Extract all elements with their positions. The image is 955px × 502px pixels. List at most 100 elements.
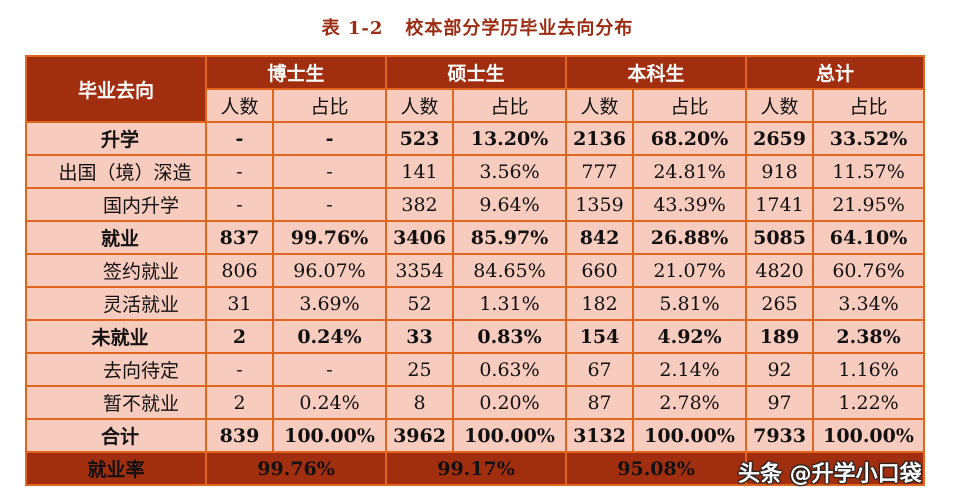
cell-ratio: - (271, 154, 388, 189)
cell-count: 3354 (385, 253, 455, 288)
subheader-count: 人数 (745, 88, 815, 123)
cell-count: - (205, 187, 274, 222)
cell-count: 382 (385, 187, 455, 222)
cell-count: 842 (565, 220, 635, 255)
cell-count: 92 (745, 352, 815, 387)
table-row: 签约就业 806 96.07% 3354 84.65% 660 21.07% 4820 60.7… (25, 253, 926, 288)
cell-count: 2136 (565, 121, 635, 156)
cell-count: 31 (205, 286, 274, 321)
row-label: 合计 (25, 418, 207, 453)
row-label: 灵活就业 (25, 286, 207, 321)
cell-ratio: 43.39% (632, 187, 748, 222)
header-total: 总计 (745, 55, 926, 90)
employment-rate-label: 就业率 (25, 451, 207, 486)
cell-count: 918 (745, 154, 815, 189)
cell-ratio: 60.76% (812, 253, 926, 288)
subheader-count: 人数 (205, 88, 274, 123)
table-row: 去向待定 - -25 0.63% 67 2.14% 92 1.16% (25, 352, 926, 387)
cell-count: 806 (205, 253, 274, 288)
row-label: 国内升学 (25, 187, 207, 222)
cell-count: - (205, 154, 274, 189)
cell-ratio: 2.78% (632, 385, 748, 420)
subheader-ratio: 占比 (812, 88, 926, 123)
cell-ratio: 33.52% (812, 121, 926, 156)
cell-ratio: 99.76% (271, 220, 388, 255)
subheader-count: 人数 (565, 88, 635, 123)
table-row: 出国（境）深造 - -141 3.56% 777 24.81% 918 11.57% (25, 154, 926, 189)
cell-count: 2 (205, 319, 274, 354)
cell-count: 2 (205, 385, 274, 420)
row-label: 就业 (25, 220, 207, 255)
table-title: 校本部分学历毕业去向分布 (405, 18, 634, 39)
table-row: 合计 839 100.00% 3962 100.00% 3132 100.00% 7933 10… (25, 418, 926, 453)
cell-count: 182 (565, 286, 635, 321)
cell-ratio: 100.00% (812, 418, 926, 453)
cell-ratio: 13.20% (452, 121, 568, 156)
cell-ratio: 24.81% (632, 154, 748, 189)
cell-ratio: - (271, 121, 388, 156)
cell-count: 87 (565, 385, 635, 420)
cell-count: 33 (385, 319, 455, 354)
cell-count: 265 (745, 286, 815, 321)
row-label: 出国（境）深造 (25, 154, 207, 189)
cell-ratio: 2.38% (812, 319, 926, 354)
cell-ratio: 2.14% (632, 352, 748, 387)
employment-rate-master: 99.17% (385, 451, 568, 486)
employment-rate-undergrad: 95.08% (565, 451, 748, 486)
cell-count: 4820 (745, 253, 815, 288)
cell-ratio: 3.34% (812, 286, 926, 321)
cell-count: 154 (565, 319, 635, 354)
employment-rate-phd: 99.76% (204, 451, 388, 486)
table-row: 国内升学 - -382 9.64% 1359 43.39% 1741 21.95% (25, 187, 926, 222)
cell-count: 189 (745, 319, 815, 354)
cell-ratio: 21.07% (632, 253, 748, 288)
cell-ratio: 0.83% (452, 319, 568, 354)
header-phd: 博士生 (204, 55, 388, 90)
cell-count: 3132 (565, 418, 635, 453)
row-label: 签约就业 (25, 253, 207, 288)
cell-ratio: 3.56% (452, 154, 568, 189)
cell-count: 837 (205, 220, 274, 255)
cell-ratio: - (271, 352, 388, 387)
cell-ratio: 0.24% (271, 319, 388, 354)
cell-ratio: 100.00% (632, 418, 748, 453)
cell-count: 2659 (745, 121, 815, 156)
cell-ratio: 0.20% (452, 385, 568, 420)
cell-count: 25 (385, 352, 455, 387)
cell-count: 67 (565, 352, 635, 387)
cell-count: 839 (205, 418, 274, 453)
subheader-ratio: 占比 (271, 88, 388, 123)
cell-count: 777 (565, 154, 635, 189)
row-label: 暂不就业 (25, 385, 207, 420)
cell-ratio: 68.20% (632, 121, 748, 156)
cell-count: 523 (385, 121, 455, 156)
cell-count: 141 (385, 154, 455, 189)
cell-count: 97 (745, 385, 815, 420)
cell-ratio: 64.10% (812, 220, 926, 255)
table-row: 就业 837 99.76% 3406 85.97% 842 26.88% 5085 64.10% (25, 220, 926, 255)
table-row: 未就业 2 0.24% 33 0.83% 154 4.92% 189 2.38% (25, 319, 926, 354)
table-caption: 表 1-2 校本部分学历毕业去向分布 (0, 14, 955, 40)
cell-ratio: 96.07% (271, 253, 388, 288)
cell-count: 5085 (745, 220, 815, 255)
header-undergrad: 本科生 (565, 55, 748, 90)
cell-ratio: 11.57% (812, 154, 926, 189)
cell-ratio: 84.65% (452, 253, 568, 288)
cell-count: 1741 (745, 187, 815, 222)
table-row: 升学 - -523 13.20% 2136 68.20% 2659 33.52% (25, 121, 926, 156)
cell-count: - (205, 352, 274, 387)
employment-rate-row: 就业率 99.76% 99.17% 95.08% (25, 451, 926, 486)
row-label: 去向待定 (25, 352, 207, 387)
cell-ratio: 85.97% (452, 220, 568, 255)
cell-ratio: 1.31% (452, 286, 568, 321)
cell-count: 1359 (565, 187, 635, 222)
watermark: 头条 @升学小口袋 (738, 462, 922, 487)
cell-ratio: 1.22% (812, 385, 926, 420)
table-number: 表 1-2 (321, 18, 384, 39)
subheader-ratio: 占比 (452, 88, 568, 123)
cell-ratio: 1.16% (812, 352, 926, 387)
cell-count: 7933 (745, 418, 815, 453)
header-master: 硕士生 (385, 55, 568, 90)
cell-ratio: 0.63% (452, 352, 568, 387)
cell-ratio: 21.95% (812, 187, 926, 222)
